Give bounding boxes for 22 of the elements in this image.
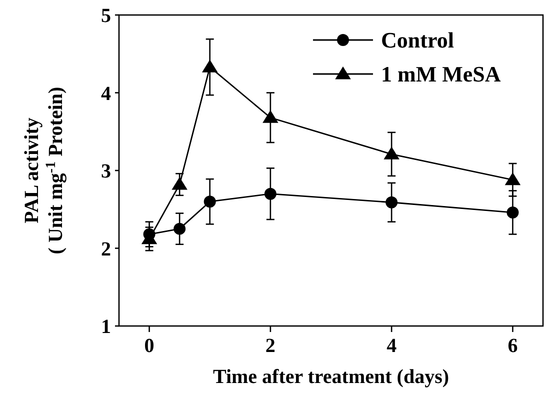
- point: [172, 176, 188, 190]
- point: [506, 206, 519, 218]
- y-tick-label: 3: [101, 160, 111, 182]
- point: [202, 60, 218, 72]
- x-tick-label: 4: [386, 335, 397, 357]
- point: [504, 172, 521, 186]
- x-axis-title: Time after treatment (days): [212, 366, 450, 388]
- legend-label: 1 mM MeSA: [381, 62, 501, 87]
- legend-label: Control: [381, 28, 454, 53]
- y-tick-label: 2: [101, 238, 111, 260]
- x-tick-label: 6: [508, 335, 518, 357]
- y-tick-label: 5: [101, 5, 111, 27]
- point: [262, 110, 278, 123]
- y-tick-label: 1: [101, 316, 111, 338]
- x-tick-label: 0: [144, 335, 154, 357]
- x-tick-label: 2: [265, 335, 276, 357]
- y-tick-label: 4: [101, 82, 111, 105]
- point: [384, 146, 400, 160]
- point: [204, 196, 216, 208]
- point: [174, 222, 186, 235]
- point: [386, 196, 398, 208]
- point: [264, 188, 276, 200]
